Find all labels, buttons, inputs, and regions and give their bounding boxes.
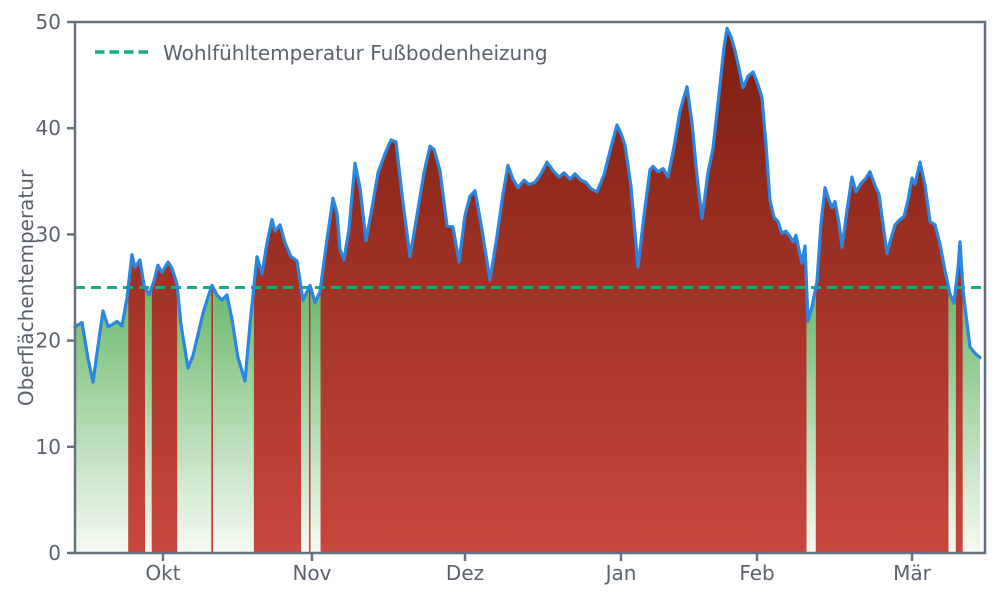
area-above-comfort	[308, 285, 311, 553]
x-axis-tick-label-feb: Feb	[739, 561, 774, 585]
x-axis-tick-label-dez: Dez	[446, 561, 484, 585]
area-below-comfort	[145, 287, 152, 553]
area-above-comfort	[151, 262, 178, 553]
temperature-line	[73, 26, 982, 384]
area-below-comfort	[806, 287, 816, 553]
y-axis-tick-label: 30	[36, 222, 61, 246]
y-axis-tick-label: 40	[36, 116, 61, 140]
area-below-comfort	[310, 287, 321, 553]
area-below-comfort	[962, 287, 980, 553]
area-above-comfort	[128, 254, 146, 553]
area-below-comfort	[213, 287, 254, 553]
y-axis-tick-label: 0	[48, 541, 61, 565]
y-axis-tick-label: 20	[36, 329, 61, 353]
area-above-comfort	[955, 241, 963, 553]
area-above-comfort	[320, 28, 807, 554]
area-above-comfort	[211, 285, 214, 553]
y-axis-tick-label: 10	[36, 435, 61, 459]
area-below-comfort	[948, 287, 956, 553]
x-axis-tick-label-okt: Okt	[145, 561, 180, 585]
area-below-comfort	[177, 287, 212, 553]
x-axis-tick-label-nov: Nov	[292, 561, 331, 585]
plot-frame	[73, 20, 987, 555]
area-above-comfort	[815, 162, 949, 553]
area-below-comfort	[301, 287, 309, 553]
area-above-comfort	[253, 219, 302, 553]
area-below-comfort	[75, 287, 129, 553]
legend-label: Wohlfühltemperatur Fußbodenheizung	[163, 41, 548, 65]
x-axis-tick-label-jan: Jan	[604, 561, 637, 585]
y-axis-tick-label: 50	[36, 10, 61, 34]
x-axis-tick-label-mär: Mär	[893, 561, 932, 585]
y-axis-label: Oberflächentemperatur	[14, 169, 38, 406]
